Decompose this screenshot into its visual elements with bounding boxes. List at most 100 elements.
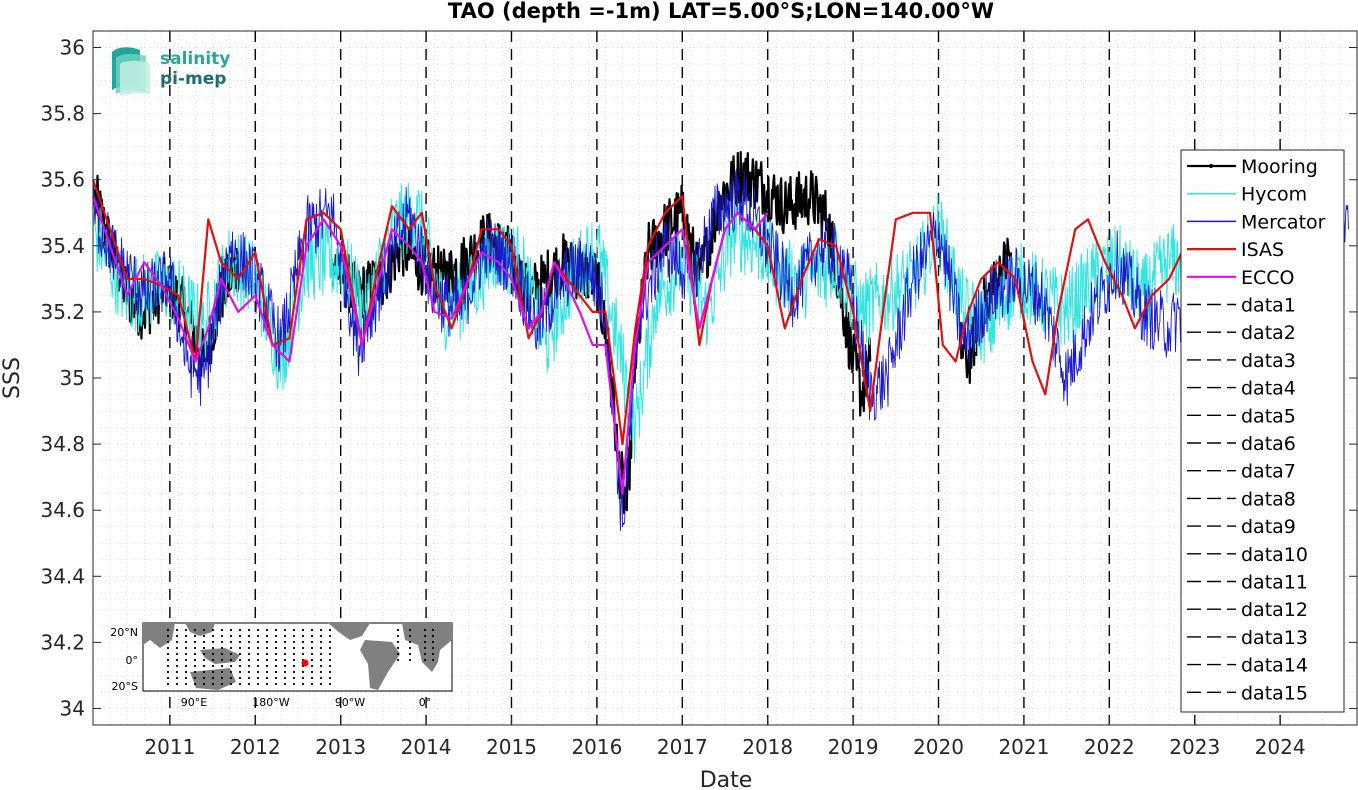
mooring-dot bbox=[193, 670, 197, 674]
mooring-dot bbox=[202, 682, 206, 686]
mooring-dot bbox=[175, 676, 179, 680]
mooring-dot bbox=[292, 652, 296, 656]
x-tick-label: 2021 bbox=[998, 735, 1049, 759]
mooring-dot bbox=[283, 634, 287, 638]
mooring-dot bbox=[396, 628, 400, 632]
mooring-dot bbox=[211, 658, 215, 662]
mooring-dot bbox=[193, 664, 197, 668]
mooring-dot bbox=[220, 634, 224, 638]
mooring-dot bbox=[202, 646, 206, 650]
mooring-dot bbox=[396, 646, 400, 650]
mooring-dot bbox=[328, 634, 332, 638]
chart-title: TAO (depth =-1m) LAT=5.00°S;LON=140.00°W bbox=[448, 0, 994, 23]
legend-marker bbox=[1209, 164, 1213, 168]
mooring-dot bbox=[274, 682, 278, 686]
mooring-dot bbox=[283, 658, 287, 662]
x-tick-label: 2017 bbox=[657, 735, 708, 759]
mooring-dot bbox=[310, 646, 314, 650]
mooring-dot bbox=[301, 634, 305, 638]
mooring-dot bbox=[166, 658, 170, 662]
mooring-dot bbox=[175, 646, 179, 650]
mooring-dot bbox=[256, 640, 260, 644]
mooring-dot bbox=[211, 640, 215, 644]
mooring-dot bbox=[256, 670, 260, 674]
mooring-dot bbox=[247, 640, 251, 644]
y-tick-label: 36 bbox=[60, 36, 85, 60]
mooring-dot bbox=[310, 682, 314, 686]
map-lat-20s: 20°S bbox=[112, 680, 138, 693]
mooring-dot bbox=[175, 640, 179, 644]
mooring-dot bbox=[292, 664, 296, 668]
mooring-dot bbox=[238, 628, 242, 632]
legend-box bbox=[1180, 149, 1345, 713]
mooring-dot bbox=[319, 676, 323, 680]
x-tick-label: 2022 bbox=[1084, 735, 1135, 759]
mooring-dot bbox=[220, 628, 224, 632]
mooring-dot bbox=[301, 682, 305, 686]
mooring-dot bbox=[211, 628, 215, 632]
logo-waves-icon bbox=[112, 47, 150, 96]
mooring-dot bbox=[328, 658, 332, 662]
mooring-dot bbox=[202, 664, 206, 668]
legend-label: data13 bbox=[1241, 627, 1308, 649]
x-tick-label: 2018 bbox=[742, 735, 793, 759]
mooring-dot bbox=[166, 628, 170, 632]
mooring-dot bbox=[229, 652, 233, 656]
mooring-dot bbox=[184, 628, 188, 632]
legend-label: data1 bbox=[1241, 295, 1296, 317]
x-tick-label: 2023 bbox=[1169, 735, 1220, 759]
mooring-dot bbox=[166, 676, 170, 680]
mooring-dot bbox=[319, 658, 323, 662]
series-line-isas bbox=[91, 179, 1183, 446]
mooring-dot bbox=[423, 658, 427, 662]
mooring-dot bbox=[229, 682, 233, 686]
mooring-dot bbox=[328, 646, 332, 650]
mooring-dot bbox=[319, 628, 323, 632]
mooring-dot bbox=[265, 652, 269, 656]
legend-label: data9 bbox=[1241, 516, 1296, 538]
mooring-dot bbox=[301, 652, 305, 656]
mooring-dot bbox=[256, 676, 260, 680]
legend-label: data14 bbox=[1241, 655, 1308, 677]
mooring-dot bbox=[396, 658, 400, 662]
mooring-dot bbox=[247, 676, 251, 680]
map-lon-0: 0° bbox=[419, 696, 432, 709]
mooring-dot bbox=[292, 658, 296, 662]
mooring-dot bbox=[256, 628, 260, 632]
mooring-dot bbox=[166, 634, 170, 638]
mooring-dot bbox=[310, 676, 314, 680]
mooring-dot bbox=[328, 682, 332, 686]
mooring-dot bbox=[265, 676, 269, 680]
selected-mooring-marker bbox=[301, 659, 309, 667]
legend-label: Hycom bbox=[1241, 184, 1307, 206]
mooring-dot bbox=[265, 670, 269, 674]
mooring-dot bbox=[431, 628, 435, 632]
mooring-dot bbox=[166, 640, 170, 644]
mooring-dot bbox=[175, 658, 179, 662]
mooring-dot bbox=[292, 628, 296, 632]
mooring-dot bbox=[423, 646, 427, 650]
y-tick-label: 34.8 bbox=[40, 432, 85, 456]
mooring-dot bbox=[301, 670, 305, 674]
ticks: 34 34.2 34.4 34.6 34.8 35 35.2 35.4 35.6 35.8 36 20… bbox=[40, 36, 1357, 759]
mooring-dot bbox=[319, 646, 323, 650]
mooring-dot bbox=[238, 664, 242, 668]
mooring-dot bbox=[408, 634, 412, 638]
mooring-dot bbox=[396, 640, 400, 644]
legend-label: data15 bbox=[1241, 682, 1308, 704]
mooring-dot bbox=[431, 634, 435, 638]
mooring-dot bbox=[247, 628, 251, 632]
mooring-dot bbox=[292, 646, 296, 650]
legend-label: data12 bbox=[1241, 599, 1308, 621]
y-tick-label: 35 bbox=[60, 366, 85, 390]
mooring-dot bbox=[256, 634, 260, 638]
mooring-dot bbox=[310, 634, 314, 638]
mooring-dot bbox=[193, 658, 197, 662]
mooring-dot bbox=[256, 646, 260, 650]
mooring-dot bbox=[431, 646, 435, 650]
mooring-dot bbox=[319, 664, 323, 668]
x-tick-label: 2015 bbox=[486, 735, 537, 759]
mooring-dot bbox=[184, 658, 188, 662]
inset-map: 20°N 0° 20°S 90°E 180°W 90°W 0° bbox=[110, 622, 453, 709]
mooring-dot bbox=[166, 682, 170, 686]
